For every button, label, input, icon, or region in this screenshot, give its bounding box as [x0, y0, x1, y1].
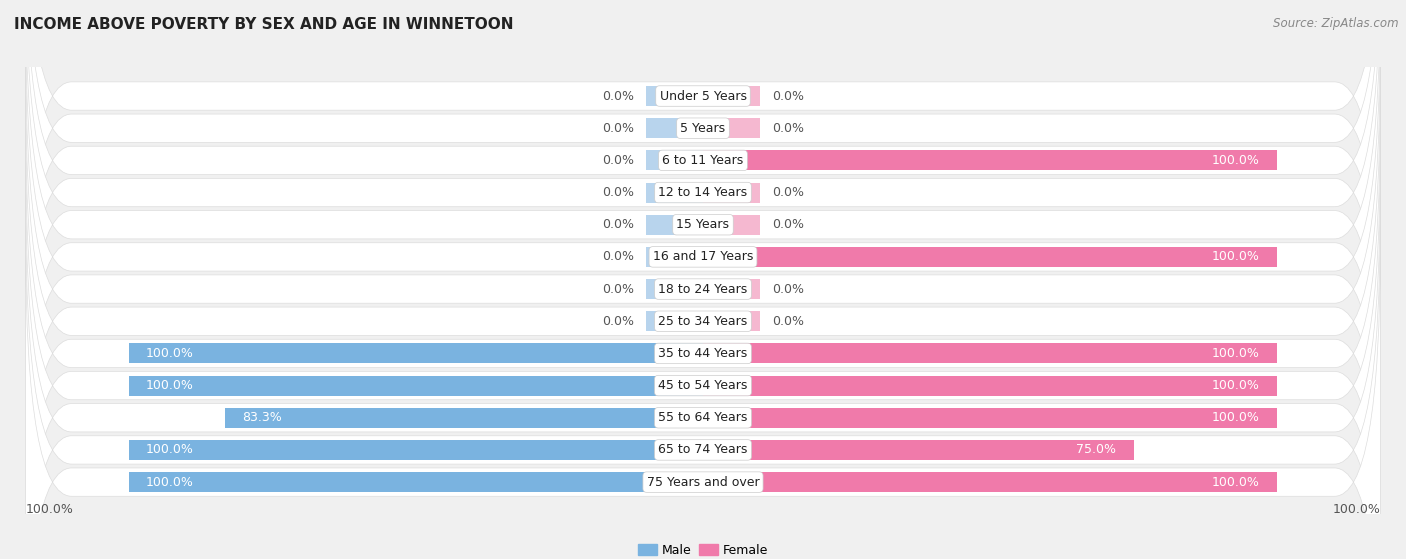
FancyBboxPatch shape [25, 46, 1381, 532]
Bar [703, 247, 1277, 267]
Text: 6 to 11 Years: 6 to 11 Years [662, 154, 744, 167]
Text: 100.0%: 100.0% [146, 379, 194, 392]
Text: 100.0%: 100.0% [25, 503, 73, 516]
Text: 0.0%: 0.0% [772, 315, 804, 328]
Text: 100.0%: 100.0% [146, 443, 194, 457]
Bar [703, 119, 761, 138]
Text: 100.0%: 100.0% [146, 476, 194, 489]
Bar [703, 150, 1277, 170]
Text: 18 to 24 Years: 18 to 24 Years [658, 282, 748, 296]
Text: Source: ZipAtlas.com: Source: ZipAtlas.com [1274, 17, 1399, 30]
Text: 0.0%: 0.0% [602, 218, 634, 231]
Text: 75.0%: 75.0% [1077, 443, 1116, 457]
Bar [703, 408, 1277, 428]
Text: 100.0%: 100.0% [146, 347, 194, 360]
Text: 15 Years: 15 Years [676, 218, 730, 231]
Text: 5 Years: 5 Years [681, 122, 725, 135]
Bar [645, 247, 703, 267]
FancyBboxPatch shape [25, 0, 1381, 436]
Text: 0.0%: 0.0% [772, 186, 804, 199]
Text: 100.0%: 100.0% [1212, 476, 1260, 489]
Text: 16 and 17 Years: 16 and 17 Years [652, 250, 754, 263]
FancyBboxPatch shape [25, 239, 1381, 559]
Text: 100.0%: 100.0% [1333, 503, 1381, 516]
FancyBboxPatch shape [25, 0, 1381, 339]
Bar [645, 183, 703, 202]
Text: Under 5 Years: Under 5 Years [659, 89, 747, 102]
FancyBboxPatch shape [25, 78, 1381, 559]
Text: 0.0%: 0.0% [772, 282, 804, 296]
FancyBboxPatch shape [25, 143, 1381, 559]
Bar [129, 440, 703, 460]
Text: 0.0%: 0.0% [602, 122, 634, 135]
FancyBboxPatch shape [25, 174, 1381, 559]
Text: 55 to 64 Years: 55 to 64 Years [658, 411, 748, 424]
Bar [703, 343, 1277, 363]
FancyBboxPatch shape [25, 207, 1381, 559]
Bar [645, 119, 703, 138]
Text: 100.0%: 100.0% [1212, 154, 1260, 167]
Text: 0.0%: 0.0% [602, 250, 634, 263]
Text: 0.0%: 0.0% [772, 122, 804, 135]
Text: 12 to 14 Years: 12 to 14 Years [658, 186, 748, 199]
Text: 25 to 34 Years: 25 to 34 Years [658, 315, 748, 328]
Text: 100.0%: 100.0% [1212, 250, 1260, 263]
Text: 100.0%: 100.0% [1212, 411, 1260, 424]
Text: 0.0%: 0.0% [602, 186, 634, 199]
FancyBboxPatch shape [25, 0, 1381, 468]
FancyBboxPatch shape [25, 13, 1381, 500]
Bar [225, 408, 703, 428]
Text: 45 to 54 Years: 45 to 54 Years [658, 379, 748, 392]
Text: 0.0%: 0.0% [602, 315, 634, 328]
Text: 0.0%: 0.0% [602, 154, 634, 167]
Text: 100.0%: 100.0% [1212, 379, 1260, 392]
FancyBboxPatch shape [25, 0, 1381, 404]
Bar [703, 440, 1133, 460]
Bar [645, 150, 703, 170]
Bar [129, 376, 703, 396]
Text: 0.0%: 0.0% [602, 89, 634, 102]
Bar [703, 376, 1277, 396]
Text: 65 to 74 Years: 65 to 74 Years [658, 443, 748, 457]
Bar [703, 311, 761, 331]
Bar [645, 86, 703, 106]
Bar [129, 472, 703, 492]
Bar [703, 279, 761, 299]
Bar [645, 311, 703, 331]
Bar [645, 215, 703, 235]
Text: 75 Years and over: 75 Years and over [647, 476, 759, 489]
Text: 83.3%: 83.3% [242, 411, 281, 424]
Text: 35 to 44 Years: 35 to 44 Years [658, 347, 748, 360]
Bar [645, 279, 703, 299]
Text: 0.0%: 0.0% [772, 89, 804, 102]
Bar [703, 472, 1277, 492]
Text: 0.0%: 0.0% [602, 282, 634, 296]
Bar [703, 183, 761, 202]
Legend: Male, Female: Male, Female [633, 539, 773, 559]
Bar [129, 343, 703, 363]
FancyBboxPatch shape [25, 0, 1381, 371]
Text: INCOME ABOVE POVERTY BY SEX AND AGE IN WINNETOON: INCOME ABOVE POVERTY BY SEX AND AGE IN W… [14, 17, 513, 32]
FancyBboxPatch shape [25, 110, 1381, 559]
Text: 0.0%: 0.0% [772, 218, 804, 231]
Bar [703, 215, 761, 235]
Bar [703, 86, 761, 106]
Text: 100.0%: 100.0% [1212, 347, 1260, 360]
